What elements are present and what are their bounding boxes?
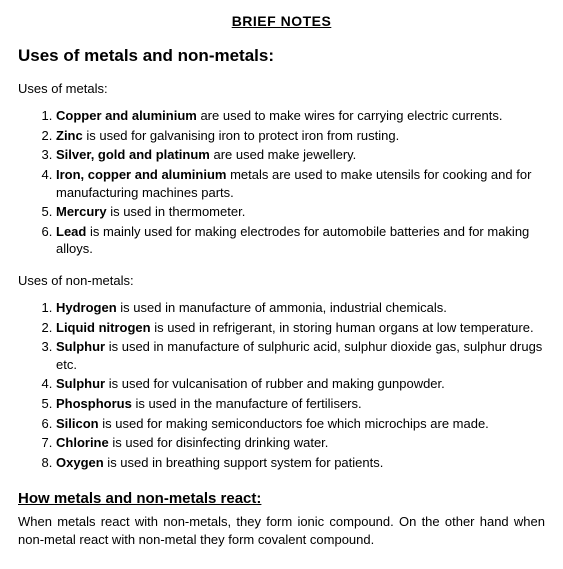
reaction-heading: How metals and non-metals react: xyxy=(18,489,545,509)
nonmetals-item-bold: Hydrogen xyxy=(56,300,117,315)
nonmetals-item-bold: Oxygen xyxy=(56,455,104,470)
nonmetals-item-text: is used in breathing support system for … xyxy=(104,455,384,470)
nonmetals-item-text: is used for making semiconductors foe wh… xyxy=(99,416,489,431)
nonmetals-item: Oxygen is used in breathing support syst… xyxy=(56,454,545,472)
metals-heading: Uses of metals: xyxy=(18,80,545,98)
metals-item: Silver, gold and platinum are used make … xyxy=(56,146,545,164)
metals-item-text: is mainly used for making electrodes for… xyxy=(56,224,529,257)
nonmetals-item-text: is used for disinfecting drinking water. xyxy=(109,435,329,450)
metals-item: Lead is mainly used for making electrode… xyxy=(56,223,545,258)
nonmetals-item-bold: Liquid nitrogen xyxy=(56,320,151,335)
nonmetals-heading: Uses of non-metals: xyxy=(18,272,545,290)
metals-item-bold: Zinc xyxy=(56,128,83,143)
nonmetals-item: Hydrogen is used in manufacture of ammon… xyxy=(56,299,545,317)
nonmetals-item-bold: Silicon xyxy=(56,416,99,431)
reaction-paragraph: When metals react with non-metals, they … xyxy=(18,513,545,548)
nonmetals-item-text: is used in the manufacture of fertiliser… xyxy=(132,396,362,411)
nonmetals-item-text: is used for vulcanisation of rubber and … xyxy=(105,376,445,391)
metals-item-text: are used make jewellery. xyxy=(210,147,356,162)
metals-list: Copper and aluminium are used to make wi… xyxy=(18,107,545,257)
nonmetals-list: Hydrogen is used in manufacture of ammon… xyxy=(18,299,545,471)
metals-item: Zinc is used for galvanising iron to pro… xyxy=(56,127,545,145)
main-heading: Uses of metals and non-metals: xyxy=(18,45,545,68)
metals-item-text: is used in thermometer. xyxy=(107,204,246,219)
metals-item-bold: Silver, gold and platinum xyxy=(56,147,210,162)
nonmetals-item: Phosphorus is used in the manufacture of… xyxy=(56,395,545,413)
nonmetals-item: Chlorine is used for disinfecting drinki… xyxy=(56,434,545,452)
metals-item-bold: Lead xyxy=(56,224,86,239)
nonmetals-item: Silicon is used for making semiconductor… xyxy=(56,415,545,433)
metals-item-text: are used to make wires for carrying elec… xyxy=(197,108,503,123)
nonmetals-item-text: is used in manufacture of ammonia, indus… xyxy=(117,300,447,315)
metals-item-text: is used for galvanising iron to protect … xyxy=(83,128,399,143)
nonmetals-item: Liquid nitrogen is used in refrigerant, … xyxy=(56,319,545,337)
metals-item: Copper and aluminium are used to make wi… xyxy=(56,107,545,125)
metals-item: Iron, copper and aluminium metals are us… xyxy=(56,166,545,201)
metals-item-bold: Iron, copper and aluminium xyxy=(56,167,226,182)
nonmetals-item-bold: Sulphur xyxy=(56,376,105,391)
nonmetals-item-bold: Sulphur xyxy=(56,339,105,354)
nonmetals-item-bold: Phosphorus xyxy=(56,396,132,411)
nonmetals-item: Sulphur is used for vulcanisation of rub… xyxy=(56,375,545,393)
document-title: BRIEF NOTES xyxy=(18,12,545,31)
metals-item: Mercury is used in thermometer. xyxy=(56,203,545,221)
metals-item-bold: Copper and aluminium xyxy=(56,108,197,123)
nonmetals-item-text: is used in manufacture of sulphuric acid… xyxy=(56,339,542,372)
nonmetals-item: Sulphur is used in manufacture of sulphu… xyxy=(56,338,545,373)
nonmetals-item-text: is used in refrigerant, in storing human… xyxy=(151,320,534,335)
metals-item-bold: Mercury xyxy=(56,204,107,219)
nonmetals-item-bold: Chlorine xyxy=(56,435,109,450)
